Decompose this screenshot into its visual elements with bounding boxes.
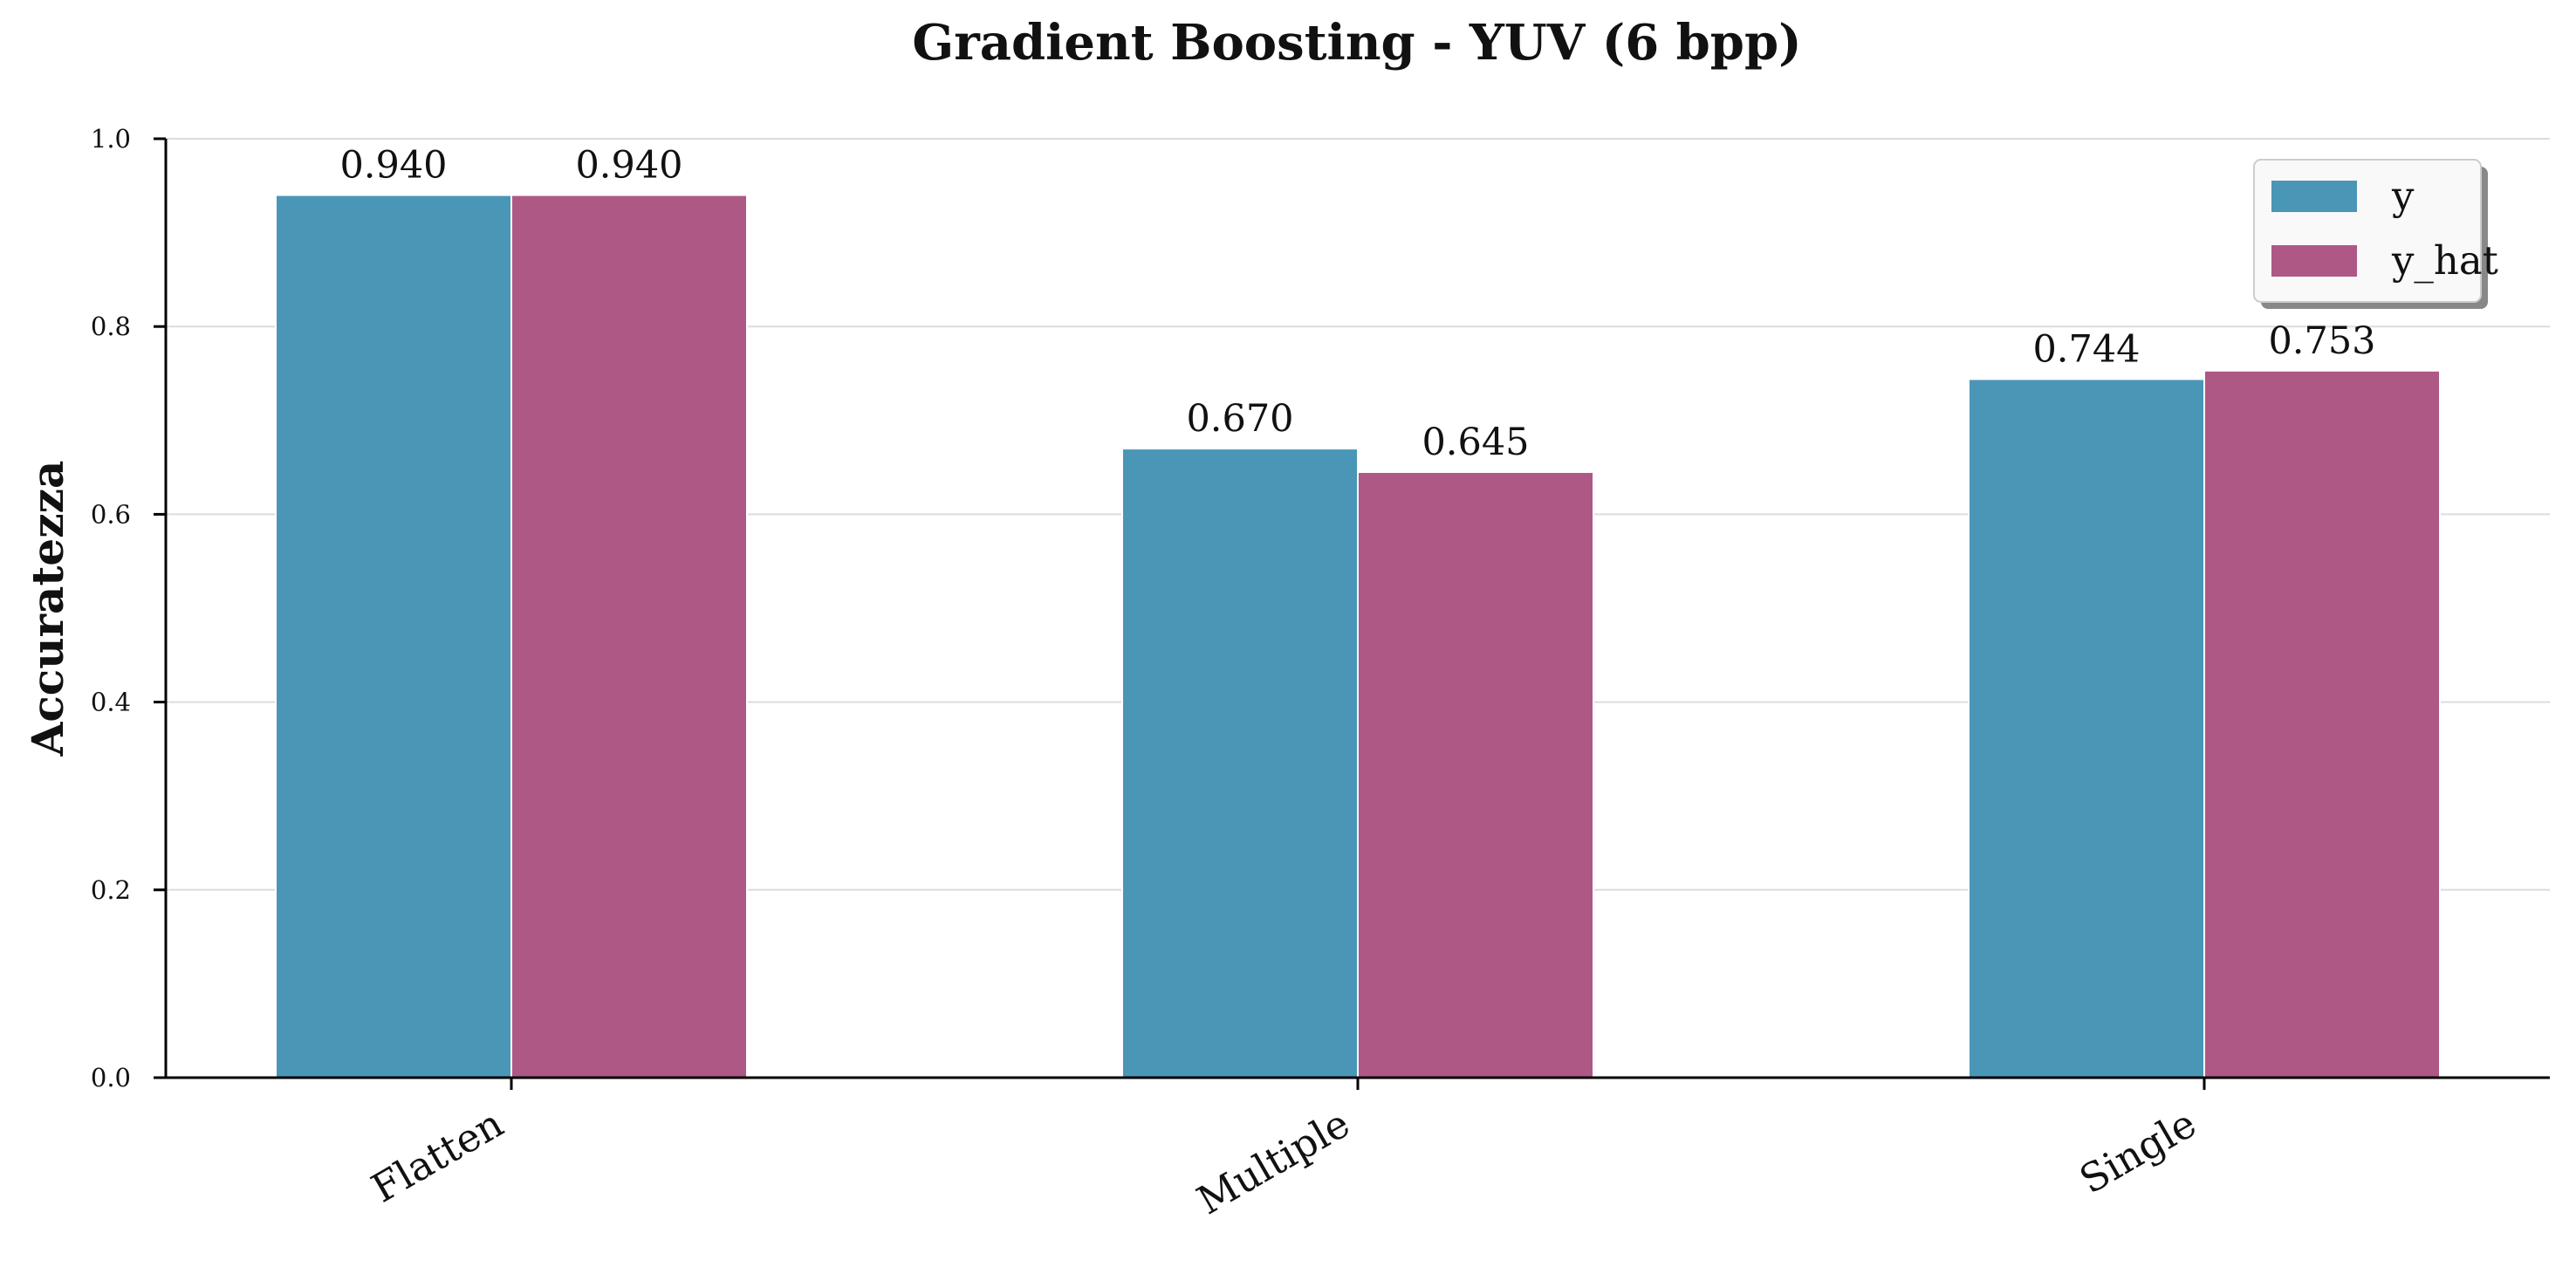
- legend: y y_hat: [2253, 159, 2498, 309]
- bar-y_hat-flatten: [510, 194, 748, 1079]
- bars: [275, 194, 2441, 1079]
- legend-swatch: [2271, 181, 2357, 212]
- chart-title: Gradient Boosting - YUV (6 bpp): [912, 14, 1801, 72]
- y-tick-label: 0.2: [91, 875, 131, 905]
- bar-y-single: [1968, 378, 2205, 1079]
- data-label: 0.645: [1422, 421, 1529, 464]
- y-tick-label: 0.6: [91, 499, 131, 529]
- data-labels: 0.940 0.940 0.670 0.645 0.744 0.753: [339, 144, 2375, 464]
- y-axis-label: Accuratezza: [22, 461, 73, 757]
- y-tick-label: 1.0: [91, 124, 131, 154]
- x-tick-label: Single: [2072, 1100, 2203, 1203]
- bar-y_hat-single: [2203, 369, 2441, 1079]
- legend-label: y_hat: [2391, 237, 2498, 284]
- bar-y-flatten: [275, 194, 512, 1079]
- y-tick-label: 0.4: [91, 688, 131, 717]
- x-tick-label: Flatten: [364, 1100, 511, 1212]
- data-label: 0.744: [2032, 327, 2140, 371]
- data-label: 0.940: [339, 144, 447, 188]
- data-label: 0.940: [575, 144, 682, 188]
- bar-y-multiple: [1121, 448, 1359, 1079]
- y-tick-label: 0.8: [91, 312, 131, 341]
- legend-label: y: [2391, 173, 2415, 219]
- x-tick-label: Multiple: [1189, 1100, 1358, 1224]
- data-label: 0.753: [2268, 319, 2375, 363]
- bar-y_hat-multiple: [1357, 470, 1594, 1079]
- data-label: 0.670: [1186, 397, 1293, 441]
- y-tick-label: 0.0: [91, 1063, 131, 1092]
- legend-swatch: [2271, 245, 2357, 277]
